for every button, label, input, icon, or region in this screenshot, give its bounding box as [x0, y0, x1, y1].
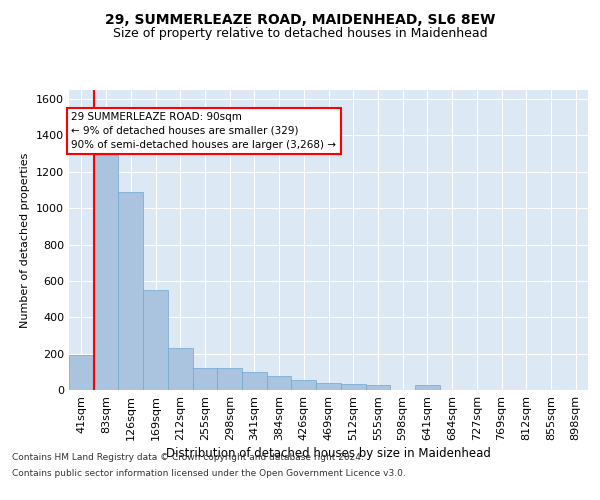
Bar	[267, 376, 292, 390]
Bar	[242, 372, 267, 390]
Bar	[143, 290, 168, 390]
Bar	[94, 156, 118, 390]
Bar	[168, 348, 193, 390]
X-axis label: Distribution of detached houses by size in Maidenhead: Distribution of detached houses by size …	[166, 447, 491, 460]
Text: Contains public sector information licensed under the Open Government Licence v3: Contains public sector information licen…	[12, 468, 406, 477]
Bar	[118, 192, 143, 390]
Bar	[341, 384, 365, 390]
Text: 29, SUMMERLEAZE ROAD, MAIDENHEAD, SL6 8EW: 29, SUMMERLEAZE ROAD, MAIDENHEAD, SL6 8E…	[105, 12, 495, 26]
Bar	[217, 368, 242, 390]
Bar	[69, 356, 94, 390]
Text: 29 SUMMERLEAZE ROAD: 90sqm
← 9% of detached houses are smaller (329)
90% of semi: 29 SUMMERLEAZE ROAD: 90sqm ← 9% of detac…	[71, 112, 337, 150]
Bar	[415, 386, 440, 390]
Y-axis label: Number of detached properties: Number of detached properties	[20, 152, 31, 328]
Bar	[365, 384, 390, 390]
Bar	[316, 382, 341, 390]
Bar	[193, 368, 217, 390]
Text: Contains HM Land Registry data © Crown copyright and database right 2024.: Contains HM Land Registry data © Crown c…	[12, 454, 364, 462]
Bar	[292, 380, 316, 390]
Text: Size of property relative to detached houses in Maidenhead: Size of property relative to detached ho…	[113, 28, 487, 40]
